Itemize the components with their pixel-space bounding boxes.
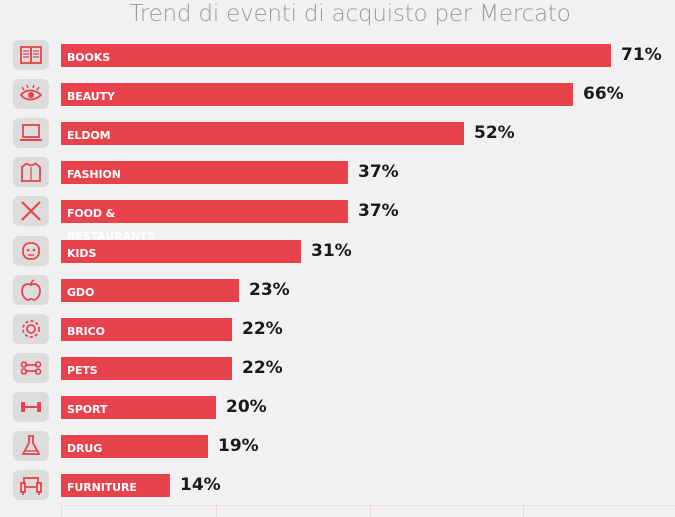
bar-category-label: SPORT [67,402,108,416]
x-axis-tick [523,505,524,517]
gear-icon [13,313,49,344]
x-axis-tick [216,505,217,517]
bar-category-label: ELDOM [67,129,111,143]
x-axis-baseline [61,505,675,506]
bar-eldom [61,122,464,146]
bar-pets [61,356,232,380]
bone-icon [13,352,49,383]
bar-value-label: 19% [218,436,259,456]
fork-knife-icon [13,196,49,227]
bar-category-label: BOOKS [67,51,111,64]
apple-icon [13,274,49,305]
book-icon [13,40,49,70]
dumbbell-icon [13,391,49,422]
bar-value-label: 14% [180,475,221,496]
bar-category-label: PETS [67,363,98,377]
bar-value-label: 22% [242,357,283,378]
bar-value-label: 31% [311,240,352,261]
bar-beauty [61,83,573,107]
bar-sport [61,395,216,419]
bar-food-restaurants [61,200,348,224]
x-axis-tick [370,505,371,517]
bar-category-label: FASHION [67,168,121,182]
bar-drug [61,435,208,458]
bar-category-label: GDO [67,285,95,299]
bar-kids [61,239,301,263]
bar-books [61,44,611,67]
bar-category-label: FURNITURE [67,481,137,495]
bar-gdo [61,278,239,302]
laptop-icon [13,118,49,149]
armchair-icon [13,470,49,501]
x-axis-tick [61,505,62,517]
bar-value-label: 66% [583,84,624,105]
eye-makeup-icon [13,79,49,110]
bar-value-label: 22% [242,318,283,339]
bar-value-label: 52% [474,123,515,144]
bar-category-label: DRUG [67,442,103,455]
bar-category-label: BEAUTY [67,90,115,104]
bar-category-label: KIDS [67,246,97,260]
bar-furniture [61,474,170,498]
bar-value-label: 20% [226,396,267,417]
baby-icon [13,235,49,266]
bar-category-label: BRICO [67,324,105,338]
chart-title: Trend di eventi di acquisto per Mercato [129,1,571,27]
bar-value-label: 37% [358,201,399,222]
bar-value-label: 71% [621,45,662,65]
bar-brico [61,317,232,341]
bar-fashion [61,161,348,185]
shirt-icon [13,157,49,188]
bar-value-label: 23% [249,279,290,300]
flask-icon [13,431,49,461]
bar-value-label: 37% [358,162,399,183]
